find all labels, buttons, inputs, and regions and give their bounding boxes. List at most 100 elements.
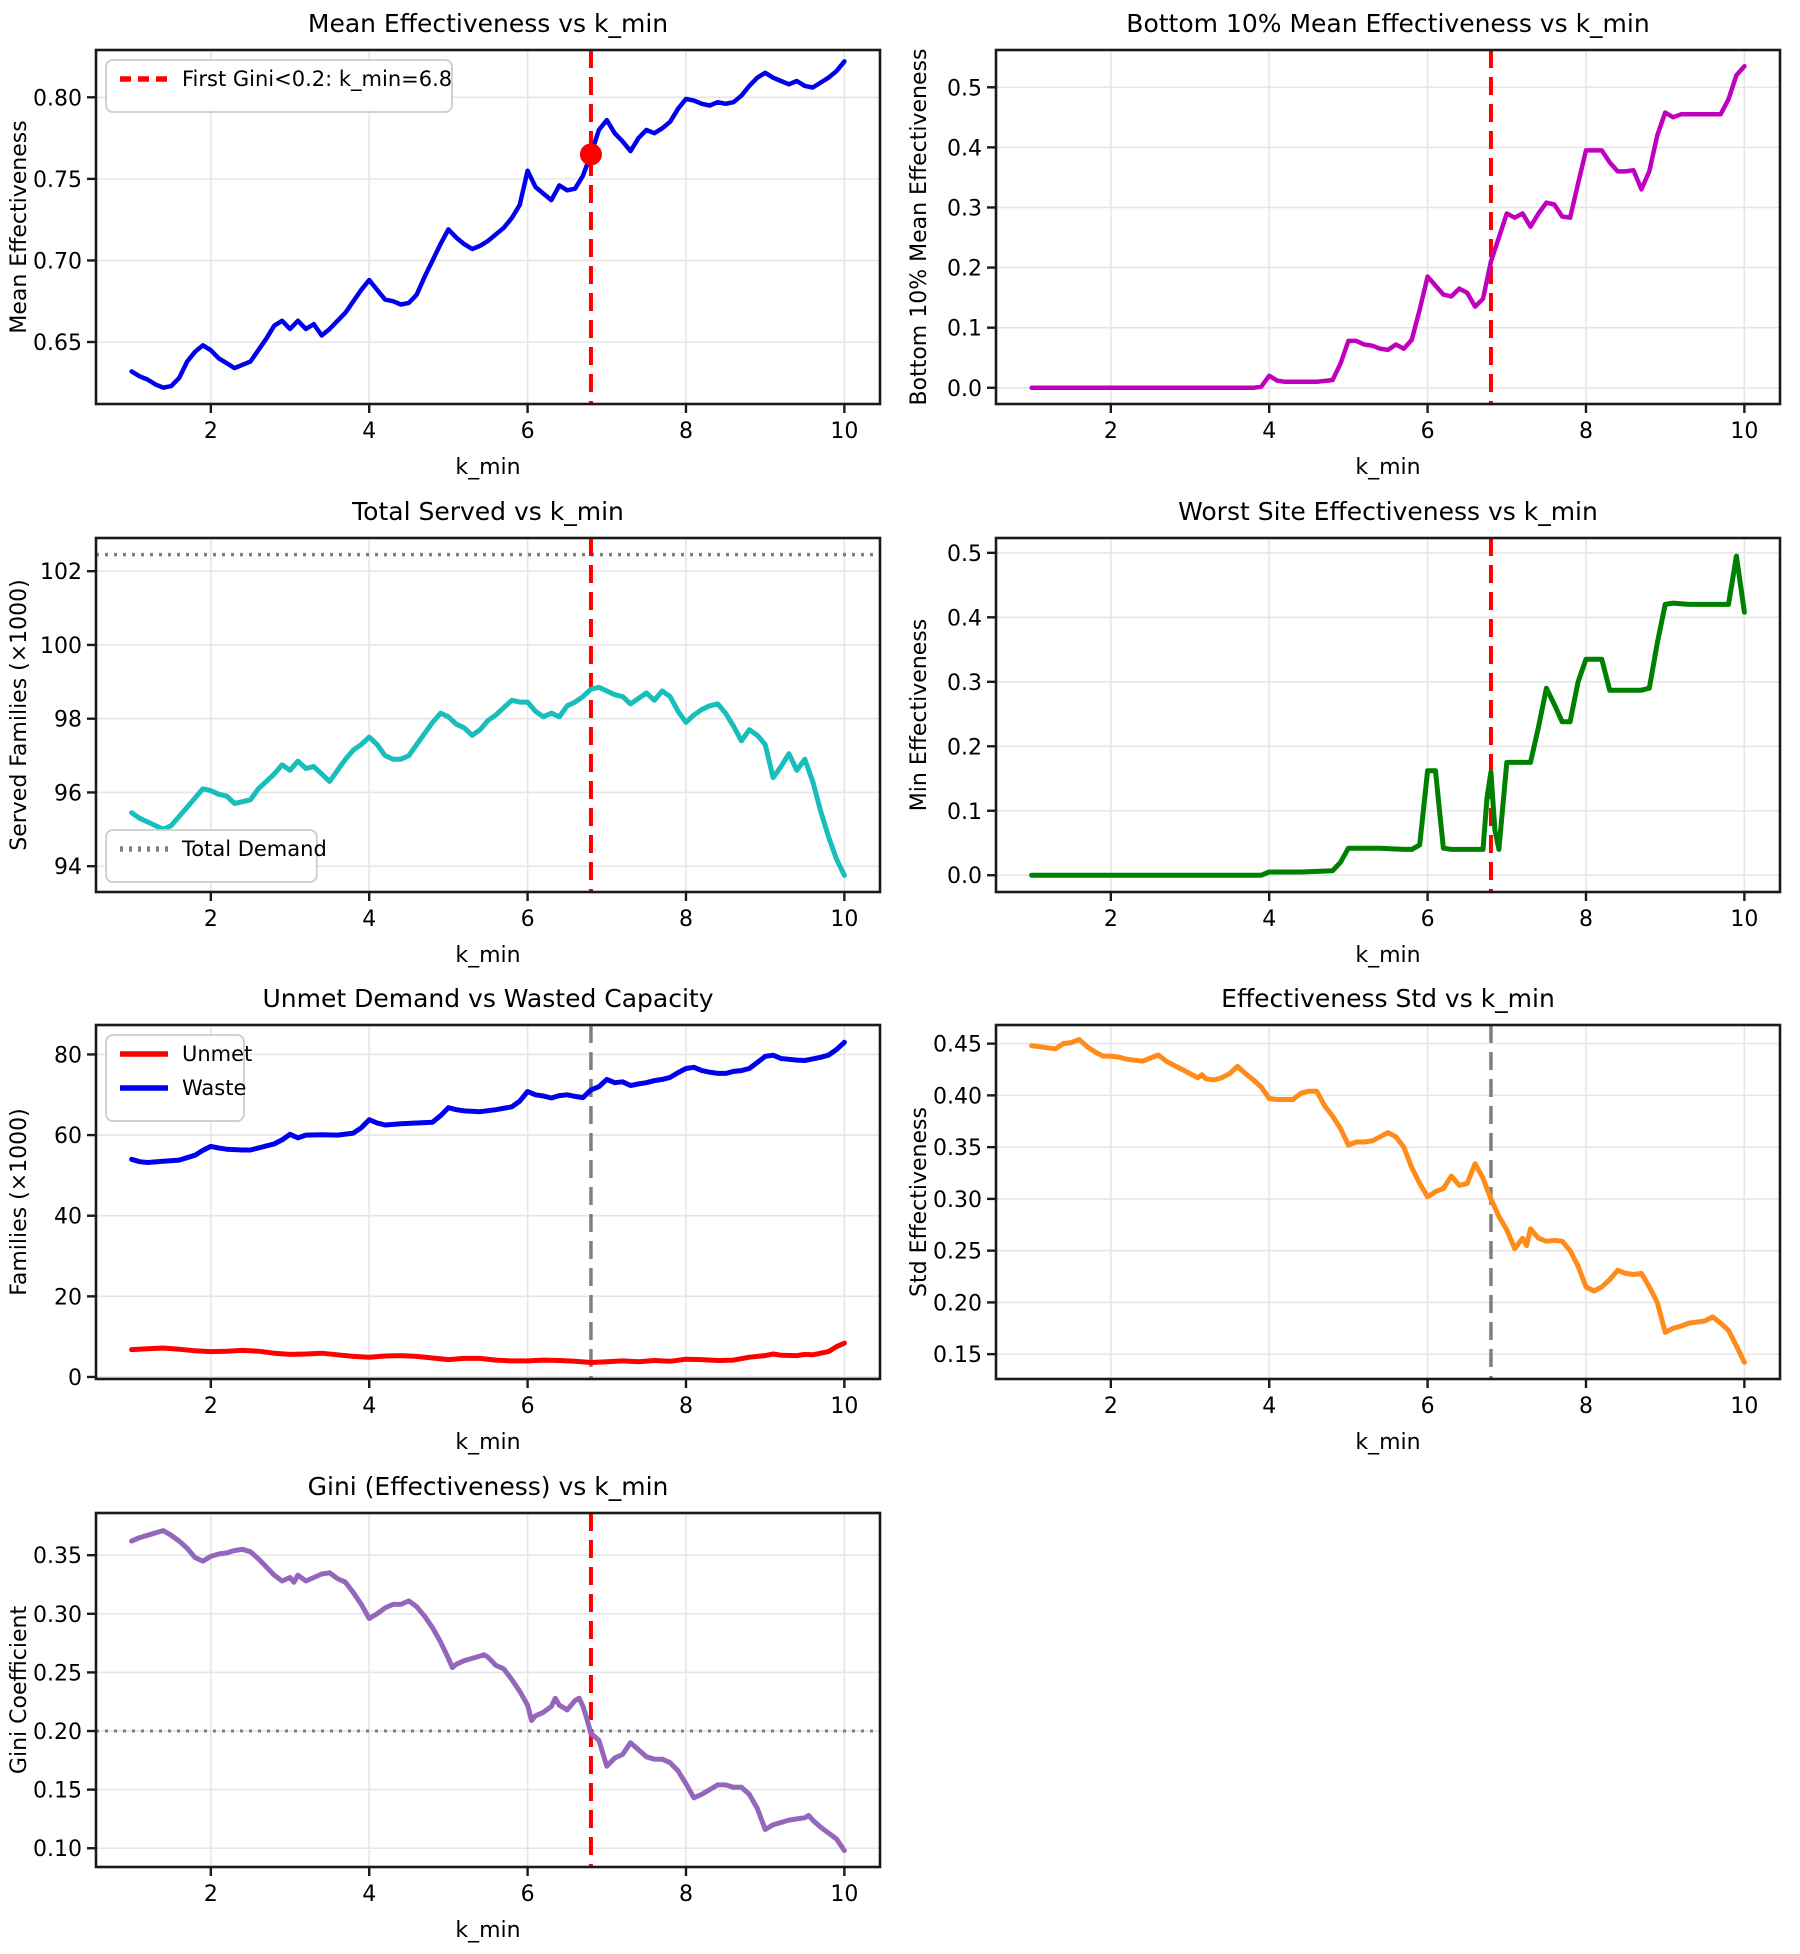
y-tick-label: 0.40 bbox=[933, 1084, 982, 1109]
y-tick-label: 0.70 bbox=[33, 249, 82, 274]
x-axis-label: k_min bbox=[455, 943, 520, 968]
y-tick-label: 0.30 bbox=[933, 1188, 982, 1213]
x-tick-label: 2 bbox=[1104, 419, 1118, 444]
axes-spines bbox=[94, 536, 882, 893]
axes-spines bbox=[94, 48, 882, 406]
axes-spines bbox=[94, 1023, 882, 1381]
x-axis-label: k_min bbox=[455, 1430, 520, 1455]
chart-mean-effectiveness: 2 4 6 8 10 0.65 0.70 0.75 0.80 Mean Effectiveness… bbox=[0, 0, 900, 487]
x-tick-label: 4 bbox=[362, 1882, 376, 1907]
y-tick-label: 40 bbox=[54, 1205, 82, 1230]
x-tick-label: 2 bbox=[1104, 1394, 1118, 1419]
y-tick-label: 0.1 bbox=[947, 317, 982, 342]
series-std_effectiveness bbox=[1029, 1037, 1747, 1365]
x-tick-label: 4 bbox=[1262, 1394, 1276, 1419]
chart-title: Total Served vs k_min bbox=[351, 497, 624, 526]
axes-spines bbox=[94, 1511, 882, 1868]
x-tick-label: 4 bbox=[362, 1394, 376, 1419]
x-tick-label: 2 bbox=[204, 1394, 218, 1419]
y-tick-label: 0.5 bbox=[947, 541, 982, 566]
chart-title: Effectiveness Std vs k_min bbox=[1221, 984, 1555, 1013]
x-tick-label: 6 bbox=[1421, 1394, 1435, 1419]
y-tick-label: 0.20 bbox=[933, 1291, 982, 1316]
x-tick-label: 8 bbox=[1579, 1394, 1593, 1419]
x-tick-label: 10 bbox=[830, 1882, 858, 1907]
y-tick-label: 0.3 bbox=[947, 670, 982, 695]
highlight-marker bbox=[579, 143, 602, 166]
chart-svg-effectiveness-std: 2 4 6 8 10 0.15 0.20 0.25 0.30 0.35 0.40 0.45 Effect… bbox=[907, 984, 1782, 1455]
y-tick-label: 0.5 bbox=[947, 76, 982, 101]
y-tick-label: 0.25 bbox=[33, 1661, 82, 1686]
x-tick-label: 2 bbox=[204, 907, 218, 932]
y-axis-label: Std Effectiveness bbox=[907, 1107, 932, 1297]
chart-total-served: 2 4 6 8 10 94 96 98 100 102 Total Served vs k_min k… bbox=[0, 488, 900, 975]
x-tick-label: 8 bbox=[679, 1882, 693, 1907]
x-tick-label: 2 bbox=[204, 1882, 218, 1907]
legend: First Gini<0.2: k_min=6.8 bbox=[105, 59, 453, 113]
y-tick-label: 0.10 bbox=[33, 1837, 82, 1862]
y-tick-label: 98 bbox=[54, 707, 82, 732]
chart-svg-worst-site-effectiveness: 2 4 6 8 10 0.0 0.1 0.2 0.3 0.4 0.5 Worst Site Effec… bbox=[907, 497, 1782, 968]
chart-title: Mean Effectiveness vs k_min bbox=[308, 9, 668, 38]
x-tick-label: 2 bbox=[1104, 907, 1118, 932]
y-tick-label: 0.0 bbox=[947, 377, 982, 402]
chart-worst-site-effectiveness: 2 4 6 8 10 0.0 0.1 0.2 0.3 0.4 0.5 Worst Site Effec… bbox=[900, 488, 1800, 975]
series-bottom10_mean bbox=[1029, 63, 1747, 391]
y-tick-label: 0.0 bbox=[947, 864, 982, 889]
y-tick-label: 0.15 bbox=[933, 1343, 982, 1368]
x-tick-label: 4 bbox=[1262, 419, 1276, 444]
y-tick-label: 0.2 bbox=[947, 735, 982, 760]
x-tick-label: 4 bbox=[362, 419, 376, 444]
legend-item-label: Unmet bbox=[182, 1042, 252, 1066]
x-axis-label: k_min bbox=[1355, 943, 1420, 968]
y-tick-label: 96 bbox=[54, 781, 82, 806]
legend-item-label: Total Demand bbox=[181, 837, 327, 861]
y-axis-label: Mean Effectiveness bbox=[7, 120, 32, 333]
chart-unmet-vs-waste: 2 4 6 8 10 0 20 40 60 80 Unmet Demand vs Wasted Ca… bbox=[0, 975, 900, 1462]
x-tick-label: 10 bbox=[830, 1394, 858, 1419]
chart-svg-unmet-vs-waste: 2 4 6 8 10 0 20 40 60 80 Unmet Demand vs Wasted Ca… bbox=[7, 984, 882, 1455]
x-tick-label: 10 bbox=[830, 907, 858, 932]
x-tick-label: 6 bbox=[521, 419, 535, 444]
series-gini bbox=[129, 1527, 847, 1853]
y-tick-label: 0.65 bbox=[33, 331, 82, 356]
x-tick-label: 10 bbox=[830, 419, 858, 444]
x-tick-label: 10 bbox=[1730, 907, 1758, 932]
y-tick-label: 0.1 bbox=[947, 799, 982, 824]
chart-gini-effectiveness: 2 4 6 8 10 0.10 0.15 0.20 0.25 0.30 0.35 Gini (Effe… bbox=[0, 1463, 900, 1950]
y-tick-label: 0.3 bbox=[947, 196, 982, 221]
y-tick-label: 0 bbox=[68, 1366, 82, 1391]
x-axis-label: k_min bbox=[1355, 455, 1420, 480]
x-axis-label: k_min bbox=[1355, 1430, 1420, 1455]
x-tick-label: 4 bbox=[362, 907, 376, 932]
y-tick-label: 0.4 bbox=[947, 136, 982, 161]
chart-title: Worst Site Effectiveness vs k_min bbox=[1178, 497, 1598, 526]
y-tick-label: 0.20 bbox=[33, 1720, 82, 1745]
legend: Total Demand bbox=[105, 828, 327, 883]
x-tick-label: 8 bbox=[679, 1394, 693, 1419]
chart-svg-total-served: 2 4 6 8 10 94 96 98 100 102 Total Served vs k_mink… bbox=[7, 497, 882, 968]
y-axis-label: Families (×1000) bbox=[7, 1108, 32, 1295]
chart-svg-gini-effectiveness: 2 4 6 8 10 0.10 0.15 0.20 0.25 0.30 0.35 Gini (Effe… bbox=[7, 1472, 882, 1943]
series-min_effectiveness bbox=[1029, 553, 1747, 878]
series-mean_effectiveness bbox=[129, 59, 847, 390]
axes-spines bbox=[994, 536, 1782, 893]
chart-title: Unmet Demand vs Wasted Capacity bbox=[262, 984, 713, 1013]
x-tick-label: 10 bbox=[1730, 419, 1758, 444]
y-axis-label: Gini Coefficient bbox=[7, 1605, 32, 1774]
x-tick-label: 8 bbox=[1579, 907, 1593, 932]
x-tick-label: 6 bbox=[521, 907, 535, 932]
y-tick-label: 100 bbox=[40, 633, 82, 658]
chart-title: Bottom 10% Mean Effectiveness vs k_min bbox=[1126, 9, 1649, 38]
x-tick-label: 6 bbox=[1421, 419, 1435, 444]
x-tick-label: 6 bbox=[521, 1882, 535, 1907]
y-tick-label: 80 bbox=[54, 1043, 82, 1068]
y-axis-label: Min Effectiveness bbox=[907, 618, 932, 810]
y-tick-label: 0.80 bbox=[33, 86, 82, 111]
x-tick-label: 4 bbox=[1262, 907, 1276, 932]
y-tick-label: 20 bbox=[54, 1285, 82, 1310]
y-tick-label: 0.45 bbox=[933, 1033, 982, 1058]
chart-title: Gini (Effectiveness) vs k_min bbox=[308, 1472, 669, 1501]
